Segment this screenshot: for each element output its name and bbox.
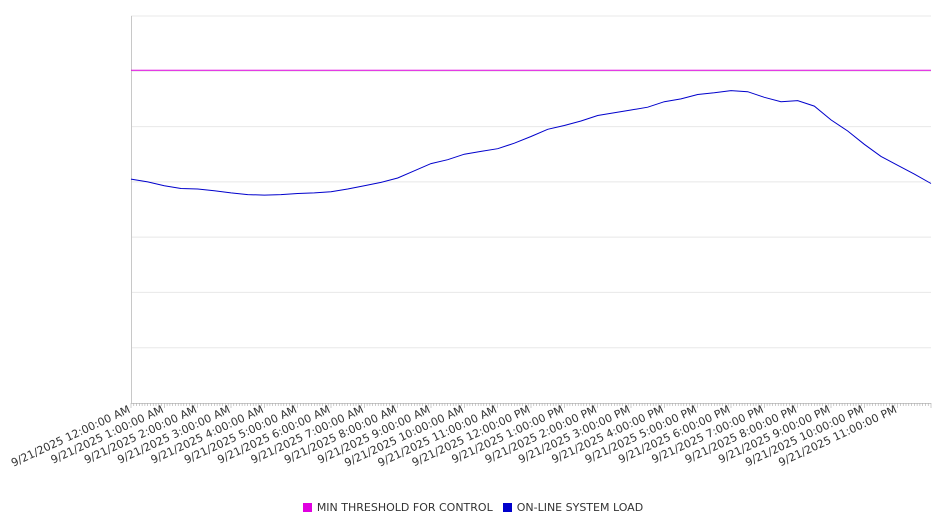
legend: MIN THRESHOLD FOR CONTROL ON-LINE SYSTEM…	[0, 498, 946, 516]
axes	[131, 16, 931, 404]
legend-item-system-load[interactable]: ON-LINE SYSTEM LOAD	[502, 500, 644, 514]
x-axis-ticks: 9/21/2025 12:00:00 AM9/21/2025 1:00:00 A…	[9, 403, 932, 470]
legend-swatch-system-load	[502, 502, 512, 512]
legend-item-min-threshold[interactable]: MIN THRESHOLD FOR CONTROL	[302, 500, 493, 514]
legend-label-system-load: ON-LINE SYSTEM LOAD	[516, 500, 644, 514]
series-line-system-load	[130, 90, 932, 196]
series-layer	[130, 69, 932, 196]
gridlines	[131, 15, 931, 349]
legend-swatch-min-threshold	[302, 502, 312, 512]
legend-label-min-threshold: MIN THRESHOLD FOR CONTROL	[316, 500, 493, 514]
